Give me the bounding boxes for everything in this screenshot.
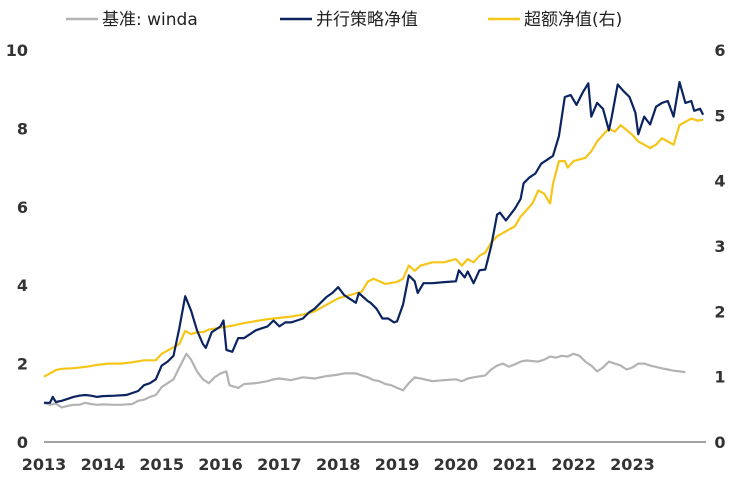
- right-tick-label: 0: [714, 433, 725, 452]
- left-tick-label: 4: [17, 276, 28, 295]
- x-tick-label: 2013: [22, 455, 67, 474]
- x-tick-label: 2019: [375, 455, 420, 474]
- left-tick-label: 0: [17, 433, 28, 452]
- right-tick-label: 6: [714, 41, 725, 60]
- x-tick-label: 2020: [434, 455, 479, 474]
- left-tick-label: 6: [17, 198, 28, 217]
- x-tick-label: 2022: [551, 455, 596, 474]
- legend: 基准: winda 并行策略净值 超额净值(右): [66, 10, 622, 30]
- right-tick-label: 5: [714, 106, 725, 125]
- x-tick-label: 2016: [198, 455, 243, 474]
- x-tick-label: 2015: [139, 455, 184, 474]
- x-tick-label: 2023: [610, 455, 655, 474]
- left-axis-ticks: 0 2 4 6 8 10: [6, 41, 28, 452]
- left-tick-label: 8: [17, 119, 28, 138]
- legend-label-1: 并行策略净值: [316, 10, 418, 30]
- legend-label-2: 超额净值(右): [524, 10, 622, 30]
- series-line-1: [44, 81, 705, 404]
- right-tick-label: 3: [714, 237, 725, 256]
- x-tick-label: 2018: [316, 455, 361, 474]
- right-tick-label: 4: [714, 172, 725, 191]
- x-tick-label: 2017: [257, 455, 302, 474]
- legend-label-0: 基准: winda: [102, 10, 198, 30]
- right-tick-label: 2: [714, 302, 725, 321]
- series-line-2: [43, 117, 704, 378]
- series-layer: [43, 81, 705, 409]
- left-tick-label: 10: [6, 41, 28, 60]
- left-tick-label: 2: [17, 355, 28, 374]
- x-tick-label: 2014: [81, 455, 126, 474]
- right-tick-label: 1: [714, 368, 725, 387]
- x-tick-label: 2021: [492, 455, 537, 474]
- right-axis-ticks: 0 1 2 3 4 5 6: [714, 41, 725, 452]
- x-axis-ticks: 2013 2014 2015 2016 2017 2018 2019 2020 2021 2022…: [22, 455, 655, 474]
- series-line-0: [43, 352, 686, 409]
